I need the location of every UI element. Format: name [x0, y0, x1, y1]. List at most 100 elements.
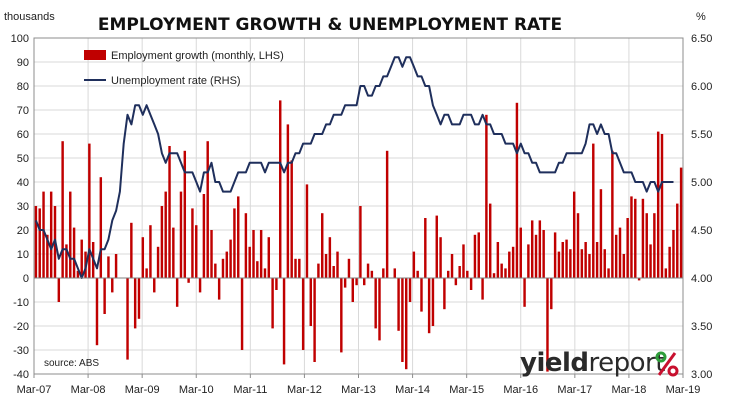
employment-bar: [500, 263, 503, 278]
x-tick-label: Mar-15: [449, 384, 484, 396]
employment-bar: [206, 141, 209, 278]
employment-bar: [385, 150, 389, 278]
employment-bar: [672, 230, 675, 278]
employment-bar: [408, 278, 412, 302]
employment-bar: [416, 270, 419, 278]
employment-bar: [580, 249, 584, 278]
employment-bar: [668, 246, 671, 278]
employment-bar: [424, 218, 427, 278]
employment-bar: [397, 278, 400, 331]
employment-bar: [561, 242, 564, 278]
employment-bar: [462, 244, 465, 278]
employment-bar: [611, 150, 614, 278]
right-tick-label: 3.50: [691, 321, 712, 333]
employment-bar: [363, 278, 366, 286]
right-axis-unit: %: [696, 11, 706, 23]
employment-bar: [454, 278, 458, 286]
right-tick-label: 4.50: [691, 225, 712, 237]
employment-bar: [332, 266, 335, 278]
x-tick-label: Mar-18: [611, 384, 646, 396]
employment-bar: [275, 278, 278, 290]
brand-word-yield: yield: [520, 348, 589, 378]
employment-bar: [111, 278, 114, 293]
employment-bar: [130, 222, 133, 278]
employment-bar: [217, 278, 221, 300]
employment-bar: [351, 278, 354, 302]
employment-bar: [259, 230, 263, 278]
employment-bar: [69, 191, 72, 278]
employment-bar: [317, 263, 320, 278]
x-tick-label: Mar-10: [179, 384, 214, 396]
employment-bar: [588, 254, 591, 278]
employment-bar: [179, 191, 183, 278]
x-tick-label: Mar-17: [557, 384, 592, 396]
left-tick-label: 90: [17, 57, 29, 69]
left-tick-label: 20: [17, 225, 29, 237]
employment-bar: [626, 218, 629, 278]
employment-bar: [214, 263, 217, 278]
employment-bar: [328, 237, 332, 278]
employment-bar: [653, 213, 656, 278]
x-tick-label: Mar-08: [71, 384, 106, 396]
right-axis-ticks: 3.00 3.50 4.00 4.50 5.00 5.50 6.00 6.50: [691, 33, 712, 381]
employment-bar: [282, 278, 286, 365]
x-tick-label: Mar-19: [666, 384, 701, 396]
employment-bar: [252, 230, 255, 278]
employment-bar: [366, 263, 370, 278]
employment-bar: [676, 203, 679, 278]
legend-label-employment: Employment growth (monthly, LHS): [111, 50, 284, 62]
employment-bar: [511, 246, 515, 278]
x-tick-label: Mar-07: [17, 384, 52, 396]
employment-bar: [343, 278, 347, 288]
employment-bar: [164, 191, 167, 278]
employment-bar: [191, 208, 194, 278]
employment-bar: [175, 278, 179, 307]
employment-bar: [527, 244, 530, 278]
employment-bar: [76, 270, 80, 278]
brand-word-report: report: [589, 348, 666, 378]
employment-bar: [34, 206, 38, 278]
right-tick-label: 4.00: [691, 273, 712, 285]
employment-bar: [114, 254, 118, 278]
employment-bar: [95, 278, 99, 346]
employment-bar: [145, 268, 148, 278]
employment-bar: [565, 239, 568, 278]
employment-bar: [523, 278, 526, 307]
right-tick-label: 6.50: [691, 33, 712, 45]
employment-bar: [149, 225, 152, 278]
employment-bar: [557, 251, 561, 278]
left-tick-label: -40: [13, 369, 29, 381]
employment-bar: [195, 225, 198, 278]
employment-bar: [57, 278, 61, 302]
left-tick-label: 70: [17, 105, 29, 117]
x-tick-label: Mar-16: [503, 384, 538, 396]
unemployment-line: [34, 56, 674, 279]
svg-text:yieldreport: yieldreport: [520, 348, 665, 378]
left-axis-unit: thousands: [4, 11, 55, 23]
employment-bar: [664, 268, 668, 278]
employment-bar: [141, 237, 145, 278]
employment-bar: [244, 213, 248, 278]
employment-bar: [679, 167, 683, 278]
employment-bar: [290, 160, 293, 278]
employment-bar: [301, 278, 305, 350]
employment-bar: [439, 237, 442, 278]
employment-bar: [336, 251, 339, 278]
employment-bar: [553, 232, 557, 278]
employment-bar: [160, 206, 164, 278]
employment-bar: [656, 131, 660, 278]
employment-bar: [534, 234, 538, 278]
employment-bar: [49, 191, 53, 278]
employment-bar: [622, 254, 626, 278]
employment-bar: [202, 194, 206, 278]
employment-bar: [198, 278, 202, 293]
left-tick-label: 50: [17, 153, 29, 165]
left-tick-label: 100: [11, 33, 29, 45]
left-tick-label: 40: [17, 177, 29, 189]
employment-bar: [401, 278, 404, 362]
employment-bar: [599, 189, 603, 278]
employment-bar: [569, 249, 572, 278]
employment-bar: [603, 249, 606, 278]
employment-bar: [210, 230, 213, 278]
